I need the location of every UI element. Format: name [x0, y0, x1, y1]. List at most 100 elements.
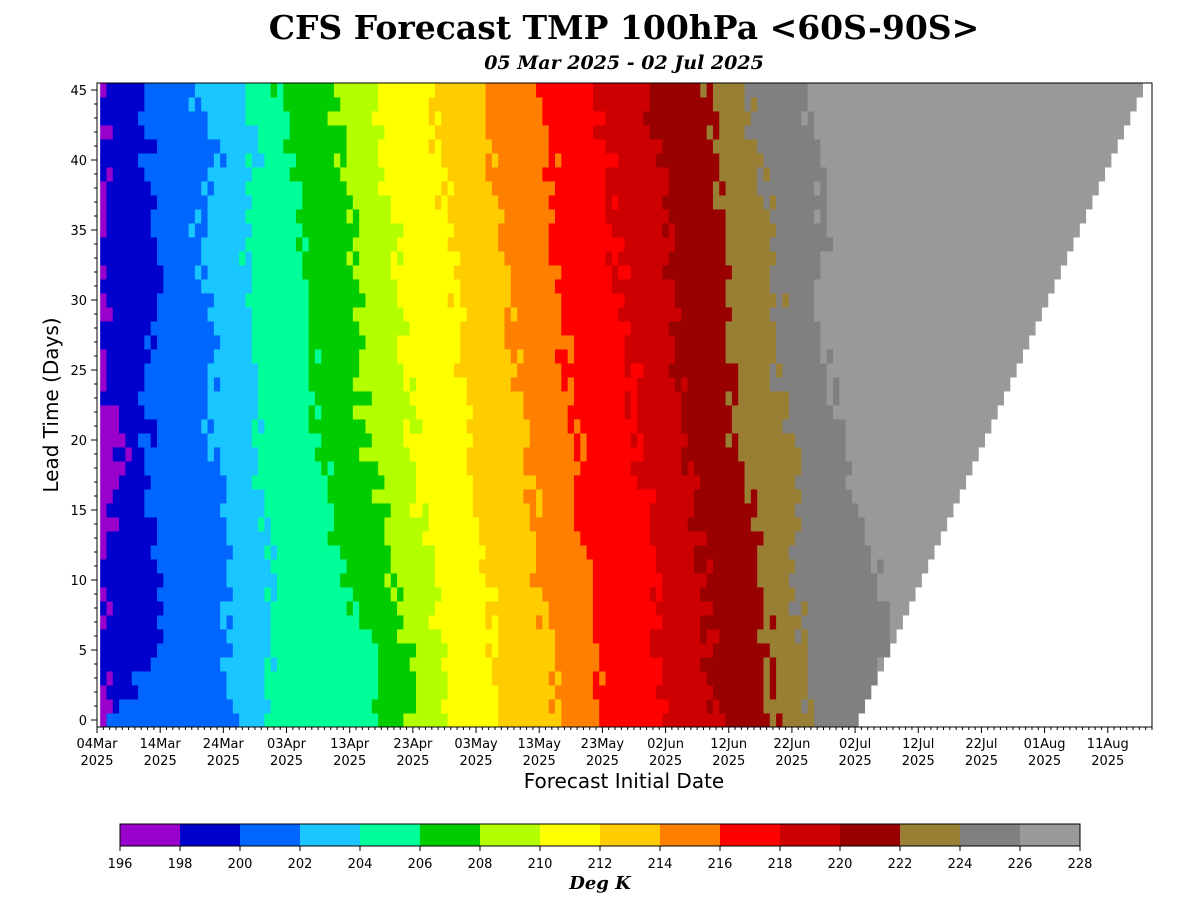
heatmap-cell [258, 517, 265, 532]
heatmap-cell [548, 671, 556, 686]
heatmap-cell [953, 223, 960, 238]
heatmap-cell [245, 615, 253, 630]
heatmap-cell [851, 489, 859, 504]
heatmap-cell [479, 293, 486, 308]
heatmap-cell [605, 615, 613, 630]
heatmap-cell [763, 461, 771, 476]
heatmap-cell [207, 321, 215, 336]
heatmap-cell [472, 685, 480, 700]
heatmap-cell [390, 377, 398, 392]
heatmap-cell [365, 629, 373, 644]
heatmap-cell [611, 671, 619, 686]
heatmap-cell [365, 391, 373, 406]
heatmap-cell [573, 559, 581, 574]
heatmap-cell [472, 447, 480, 462]
heatmap-cell [763, 685, 771, 700]
heatmap-cell [990, 293, 998, 308]
heatmap-cell [258, 251, 265, 266]
heatmap-cell [757, 503, 764, 518]
heatmap-cell [662, 377, 670, 392]
heatmap-cell [144, 293, 152, 308]
heatmap-cell [289, 601, 297, 616]
heatmap-cell [927, 293, 935, 308]
heatmap-cell [618, 587, 625, 602]
heatmap-cell [662, 713, 670, 728]
heatmap-cell [188, 503, 196, 518]
heatmap-cell [795, 475, 802, 490]
heatmap-cell [536, 377, 543, 392]
heatmap-cell [277, 209, 284, 224]
heatmap-cell [251, 657, 259, 672]
heatmap-cell [599, 699, 606, 714]
heatmap-cell [618, 671, 625, 686]
heatmap-cell [485, 671, 493, 686]
heatmap-cell [308, 545, 316, 560]
heatmap-cell [498, 475, 505, 490]
heatmap-cell [1003, 265, 1011, 280]
heatmap-cell [757, 615, 764, 630]
heatmap-cell [776, 433, 783, 448]
heatmap-cell [624, 629, 632, 644]
heatmap-cell [662, 699, 670, 714]
heatmap-cell [517, 699, 524, 714]
heatmap-cell [359, 601, 366, 616]
heatmap-cell [188, 209, 196, 224]
heatmap-cell [226, 447, 234, 462]
heatmap-cell [782, 293, 790, 308]
heatmap-cell [472, 531, 480, 546]
heatmap-cell [289, 489, 297, 504]
heatmap-cell [902, 293, 910, 308]
heatmap-cell [1035, 251, 1042, 266]
heatmap-cell [409, 671, 417, 686]
heatmap-cell [649, 265, 657, 280]
heatmap-cell [340, 643, 347, 658]
heatmap-cell [441, 335, 449, 350]
heatmap-cell [479, 461, 486, 476]
heatmap-cell [270, 209, 278, 224]
heatmap-cell [542, 237, 550, 252]
heatmap-cell [251, 419, 259, 434]
heatmap-cell [971, 321, 979, 336]
heatmap-cell [529, 573, 537, 588]
heatmap-cell [302, 517, 310, 532]
heatmap-cell [112, 461, 120, 476]
heatmap-cell [795, 643, 802, 658]
heatmap-cell [289, 517, 297, 532]
heatmap-cell [119, 531, 126, 546]
heatmap-cell [453, 629, 461, 644]
heatmap-cell [542, 587, 550, 602]
heatmap-cell [466, 531, 474, 546]
heatmap-cell [296, 223, 303, 238]
heatmap-cell [725, 671, 733, 686]
heatmap-cell [283, 671, 291, 686]
heatmap-cell [169, 643, 177, 658]
heatmap-cell [403, 419, 411, 434]
heatmap-cell [896, 265, 903, 280]
heatmap-cell [296, 587, 303, 602]
heatmap-cell [321, 223, 329, 238]
heatmap-cell [251, 321, 259, 336]
heatmap-cell [845, 489, 853, 504]
heatmap-cell [409, 461, 417, 476]
heatmap-cell [163, 377, 171, 392]
heatmap-cell [333, 321, 341, 336]
heatmap-cell [858, 573, 866, 588]
heatmap-cell [719, 251, 727, 266]
heatmap-cell [782, 489, 790, 504]
heatmap-cell [687, 643, 695, 658]
heatmap-cell [738, 461, 745, 476]
heatmap-cell [567, 265, 575, 280]
heatmap-cell [453, 293, 461, 308]
heatmap-cell [409, 629, 417, 644]
heatmap-cell [175, 349, 183, 364]
heatmap-cell [712, 237, 720, 252]
heatmap-cell [959, 335, 967, 350]
heatmap-cell [321, 321, 329, 336]
heatmap-cell [529, 629, 537, 644]
heatmap-cell [630, 335, 638, 350]
heatmap-cell [953, 447, 960, 462]
heatmap-cell [220, 293, 227, 308]
heatmap-cell [548, 657, 556, 672]
heatmap-cell [390, 321, 398, 336]
heatmap-cell [953, 391, 960, 406]
